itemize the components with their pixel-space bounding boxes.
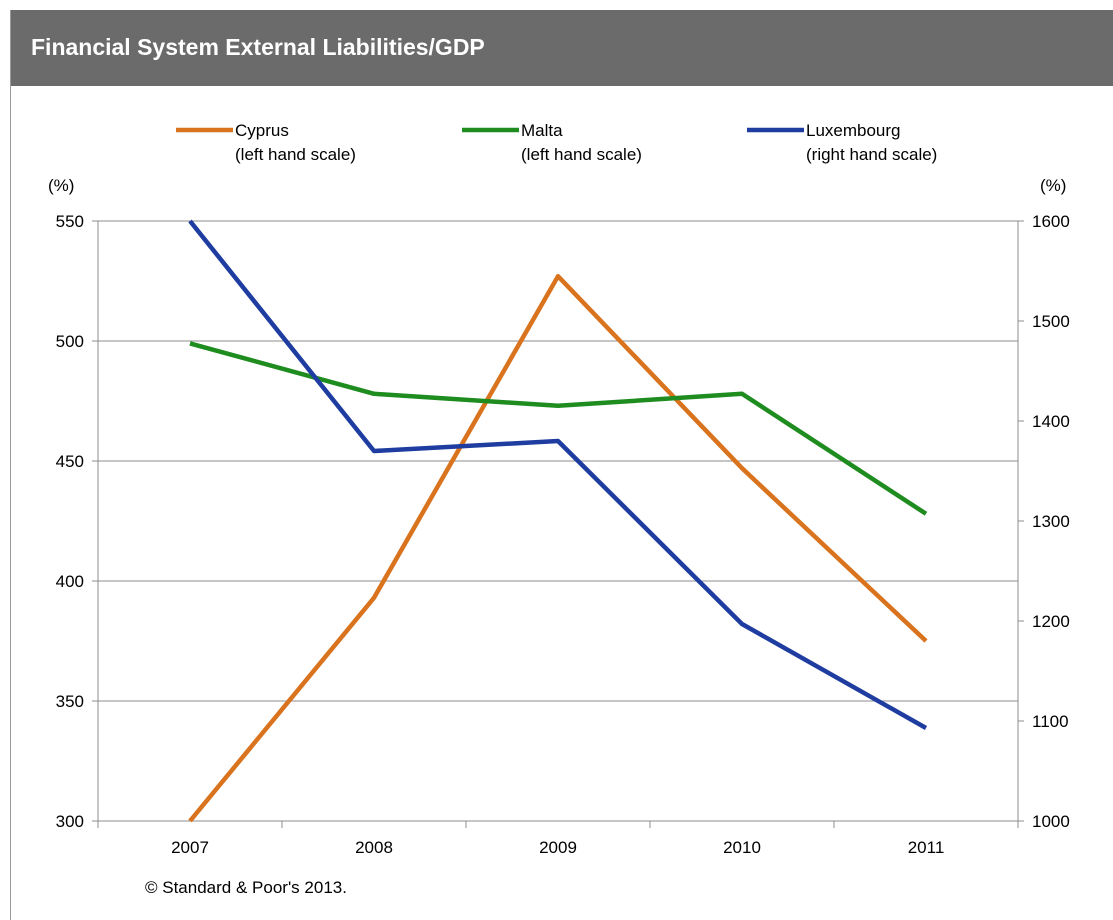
left-tick-label: 450 [56, 452, 84, 471]
x-tick-label: 2010 [723, 838, 761, 857]
source-note: © Standard & Poor's 2013. [145, 878, 347, 897]
right-tick-label: 1100 [1032, 712, 1069, 731]
legend-label-luxembourg: Luxembourg [806, 121, 901, 140]
tick-labels: 300 350 400 450 500 550 1000 1100 1200 1300 1400 15… [56, 212, 1070, 857]
gridlines [98, 220, 1018, 822]
left-tick-label: 400 [56, 572, 84, 591]
legend-scale-note: (right hand scale) [806, 145, 937, 164]
legend-label-malta: Malta [521, 121, 563, 140]
legend-scale-note: (left hand scale) [235, 145, 356, 164]
legend-scale-note: (left hand scale) [521, 145, 642, 164]
legend: Cyprus (left hand scale) Malta (left hand s… [176, 121, 937, 164]
x-tick-label: 2007 [171, 838, 209, 857]
x-tick-label: 2008 [355, 838, 393, 857]
left-tick-label: 500 [56, 332, 84, 351]
left-tick-label: 350 [56, 692, 84, 711]
left-axis-unit: (%) [48, 176, 74, 195]
chart-header: Financial System External Liabilities/GD… [11, 10, 1113, 86]
x-tick-label: 2009 [539, 838, 577, 857]
chart-frame: Financial System External Liabilities/GD… [10, 10, 1113, 920]
series-line-malta [189, 341, 928, 516]
series-line-cyprus [188, 273, 928, 823]
right-tick-label: 1600 [1032, 212, 1070, 231]
axes [92, 220, 1024, 828]
series-line-luxembourg [188, 219, 928, 730]
series-lines [188, 219, 928, 823]
legend-label-cyprus: Cyprus [235, 121, 289, 140]
left-tick-label: 550 [56, 212, 84, 231]
x-tick-label: 2011 [908, 838, 945, 857]
right-axis-unit: (%) [1040, 176, 1066, 195]
right-tick-label: 1000 [1032, 812, 1070, 831]
right-tick-label: 1400 [1032, 412, 1070, 431]
right-tick-label: 1300 [1032, 512, 1070, 531]
right-tick-label: 1200 [1032, 612, 1070, 631]
chart-title: Financial System External Liabilities/GD… [31, 34, 485, 60]
right-tick-label: 1500 [1032, 312, 1070, 331]
left-tick-label: 300 [56, 812, 84, 831]
